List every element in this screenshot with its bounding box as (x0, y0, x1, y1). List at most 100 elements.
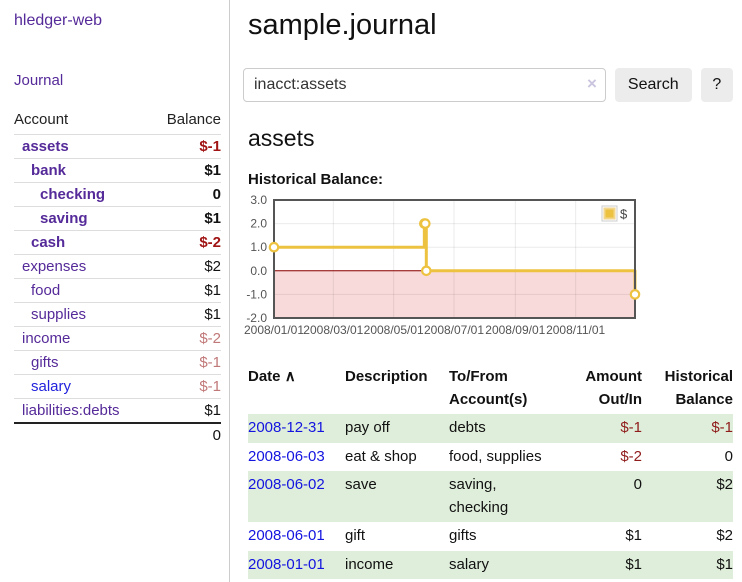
transaction-amount: 0 (553, 471, 648, 522)
help-button[interactable]: ? (700, 68, 733, 102)
search-button[interactable]: Search (614, 68, 692, 102)
chart-title: Historical Balance: (248, 171, 384, 188)
transaction-description: pay off (345, 414, 449, 443)
svg-text:0.0: 0.0 (250, 264, 267, 278)
accounts-header-row: Account Balance (14, 109, 221, 135)
account-row: income $-2 (14, 326, 221, 351)
transaction-amount: $1 (553, 550, 648, 579)
sidebar: hledger-web Journal Account Balance asse… (0, 0, 230, 582)
register-col-amount: Amount Out/In (585, 368, 642, 408)
sidebar-item-journal[interactable]: Journal (14, 72, 64, 89)
account-link-cash[interactable]: cash (31, 234, 66, 251)
transaction-amount: $-1 (553, 414, 648, 443)
transaction-accounts: debts (449, 414, 553, 443)
account-link-income[interactable]: income (22, 330, 71, 347)
transaction-description: save (345, 471, 449, 522)
register-col-description: Description (345, 368, 428, 385)
register-row: 2008-06-02 save saving, checking 0 $2 (248, 471, 733, 522)
register-row: 2008-06-01 gift gifts $1 $2 (248, 522, 733, 551)
account-row: saving $1 (14, 206, 221, 231)
account-link-expenses[interactable]: expenses (22, 258, 87, 275)
account-balance: 0 (150, 182, 221, 207)
transaction-balance: $1 (648, 550, 733, 579)
account-heading: assets (248, 125, 315, 151)
account-balance: $2 (150, 254, 221, 279)
transaction-date-link[interactable]: 2008-06-02 (248, 476, 325, 493)
account-balance: $1 (150, 278, 221, 303)
account-row: cash $-2 (14, 230, 221, 255)
svg-text:2008/09/01: 2008/09/01 (485, 323, 545, 337)
transaction-amount: $-2 (620, 447, 642, 465)
clear-search-icon[interactable]: × (586, 74, 597, 93)
account-link-supplies[interactable]: supplies (31, 306, 87, 323)
svg-text:1.0: 1.0 (250, 240, 267, 254)
svg-text:2.0: 2.0 (250, 217, 267, 231)
transaction-date-link[interactable]: 2008-12-31 (248, 419, 325, 436)
search-input[interactable] (243, 68, 606, 102)
account-link-checking[interactable]: checking (40, 186, 106, 203)
svg-text:-1.0: -1.0 (246, 287, 267, 301)
account-row: food $1 (14, 278, 221, 303)
account-balance: $1 (150, 302, 221, 327)
search-bar: × Search ? (243, 68, 733, 102)
account-balance: $-2 (150, 230, 221, 255)
page-title: sample.journal (248, 9, 437, 41)
transaction-date-link[interactable]: 2008-01-01 (248, 555, 325, 573)
register-col-accounts: To/From Account(s) (449, 368, 528, 408)
account-link-gifts[interactable]: gifts (31, 354, 59, 371)
accounts-table: Account Balance assets $-1 bank $1 checkin… (14, 109, 221, 447)
transaction-amount: $1 (625, 527, 642, 544)
account-balance: $1 (150, 206, 221, 231)
transaction-date-link[interactable]: 2008-06-03 (248, 447, 325, 465)
register-table: Date ∧ Description To/From Account(s) Am… (248, 363, 733, 579)
account-link-salary[interactable]: salary (31, 378, 72, 395)
account-row: checking 0 (14, 182, 221, 207)
transaction-accounts: salary (449, 550, 553, 579)
svg-text:2008/01/01: 2008/01/01 (244, 323, 304, 337)
accounts-col-account: Account (14, 111, 69, 128)
transaction-balance: $-1 (648, 414, 733, 443)
account-row: gifts $-1 (14, 350, 221, 375)
svg-text:2008/11/01: 2008/11/01 (546, 323, 605, 337)
account-row: expenses $2 (14, 254, 221, 279)
account-balance: $-1 (150, 374, 221, 399)
account-row: liabilities:debts $1 (14, 398, 221, 423)
register-header-row: Date ∧ Description To/From Account(s) Am… (248, 363, 733, 414)
account-link-bank[interactable]: bank (31, 162, 67, 179)
svg-text:2008/07/01: 2008/07/01 (424, 323, 484, 337)
transaction-balance: $2 (648, 471, 733, 522)
svg-text:-2.0: -2.0 (246, 311, 267, 325)
account-row: assets $-1 (14, 134, 221, 159)
account-balance: $-1 (150, 134, 221, 159)
register-col-balance: Historical Balance (664, 368, 733, 408)
transaction-accounts: food, supplies (449, 447, 542, 465)
account-balance: $-2 (150, 326, 221, 351)
chart-legend-label: $ (620, 207, 628, 222)
transaction-description: eat & shop (345, 447, 417, 465)
sort-asc-icon: ∧ (284, 368, 296, 385)
account-balance: $1 (150, 398, 221, 423)
register-row: 2008-12-31 pay off debts $-1 $-1 (248, 414, 733, 443)
transaction-date-link[interactable]: 2008-06-01 (248, 527, 325, 544)
account-row: bank $1 (14, 158, 221, 183)
historical-balance-chart[interactable]: 3.0 2.0 1.0 0.0 -1.0 -2.0 2008/01/01 2008/03/01… (240, 193, 733, 347)
svg-text:3.0: 3.0 (250, 194, 267, 207)
account-link-assets[interactable]: assets (22, 138, 69, 155)
account-link-liabilities-debts[interactable]: liabilities:debts (22, 402, 120, 419)
transaction-balance: $2 (716, 527, 733, 544)
app-title-link[interactable]: hledger-web (14, 12, 103, 29)
account-link-saving[interactable]: saving (40, 210, 88, 227)
transaction-description: income (345, 550, 449, 579)
account-link-food[interactable]: food (31, 282, 61, 299)
transaction-description: gift (345, 527, 366, 544)
account-row: salary $-1 (14, 374, 221, 399)
svg-text:2008/03/01: 2008/03/01 (303, 323, 363, 337)
register-col-date[interactable]: Date ∧ (248, 368, 296, 385)
account-balance: $-1 (150, 350, 221, 375)
svg-text:2008/05/01: 2008/05/01 (364, 323, 424, 337)
accounts-col-balance: Balance (166, 111, 221, 128)
account-row: supplies $1 (14, 302, 221, 327)
accounts-total-value: 0 (150, 422, 221, 447)
register-row: 2008-01-01 income salary $1 $1 (248, 550, 733, 579)
